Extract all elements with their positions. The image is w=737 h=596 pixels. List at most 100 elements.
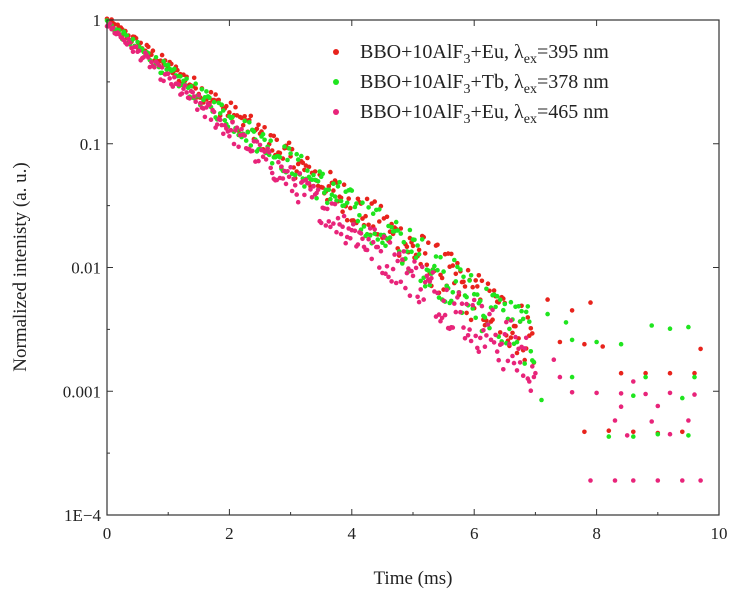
data-point xyxy=(456,290,462,295)
data-point xyxy=(410,273,416,279)
data-point xyxy=(152,65,157,70)
y-tick-label: 1E−4 xyxy=(64,506,101,525)
data-point xyxy=(396,251,402,256)
data-point xyxy=(182,83,188,88)
data-point xyxy=(530,331,535,336)
data-point xyxy=(332,194,338,199)
data-point xyxy=(618,404,624,410)
data-point xyxy=(338,195,344,201)
data-point xyxy=(292,183,298,188)
data-point xyxy=(326,187,332,193)
data-point xyxy=(338,198,344,204)
data-point xyxy=(288,151,293,156)
data-point xyxy=(427,282,433,288)
data-point xyxy=(478,335,483,341)
data-point xyxy=(384,264,390,269)
data-point xyxy=(344,200,350,206)
data-point xyxy=(522,361,527,366)
data-point xyxy=(159,52,165,58)
data-point xyxy=(286,140,292,146)
data-point xyxy=(292,172,298,178)
data-point xyxy=(514,368,520,373)
data-point xyxy=(508,299,514,305)
data-point xyxy=(491,340,497,345)
data-point xyxy=(416,299,422,305)
data-point xyxy=(631,393,636,399)
data-point xyxy=(582,341,587,347)
data-point xyxy=(485,281,491,287)
data-point xyxy=(389,224,394,230)
data-point xyxy=(179,91,185,96)
data-point xyxy=(170,84,176,89)
data-point xyxy=(334,229,339,235)
data-point xyxy=(326,219,332,224)
data-point xyxy=(297,171,303,176)
data-point xyxy=(196,93,202,98)
data-point xyxy=(364,196,370,202)
data-point xyxy=(357,213,362,218)
data-point xyxy=(380,240,385,245)
data-point xyxy=(305,155,310,161)
data-point xyxy=(531,359,537,365)
data-point xyxy=(455,264,460,270)
data-point xyxy=(520,373,526,379)
data-point xyxy=(475,292,480,297)
data-point xyxy=(224,103,229,109)
data-point xyxy=(400,257,405,262)
data-point xyxy=(507,326,512,332)
data-point xyxy=(262,137,267,143)
data-point xyxy=(367,233,373,238)
data-point xyxy=(308,187,313,192)
data-point xyxy=(236,144,241,150)
data-point xyxy=(230,120,235,125)
data-point xyxy=(248,143,254,148)
data-point xyxy=(375,244,381,250)
data-point xyxy=(295,157,301,162)
data-point xyxy=(409,268,414,274)
data-point xyxy=(279,164,284,170)
data-point xyxy=(698,478,703,483)
data-point xyxy=(372,231,378,236)
data-points xyxy=(104,16,703,483)
data-point xyxy=(606,428,612,434)
data-point xyxy=(511,360,517,366)
data-point xyxy=(383,271,388,277)
data-point xyxy=(254,126,260,132)
data-point xyxy=(126,36,131,42)
data-point xyxy=(222,118,228,123)
data-point xyxy=(398,279,404,285)
data-point xyxy=(478,298,483,304)
data-point xyxy=(413,255,419,260)
data-point xyxy=(167,76,172,81)
data-point xyxy=(383,243,388,249)
data-point xyxy=(490,307,495,313)
data-point xyxy=(318,220,324,226)
data-point xyxy=(341,213,347,219)
data-point xyxy=(465,267,471,273)
data-point xyxy=(432,263,437,269)
data-point xyxy=(161,78,166,84)
data-point xyxy=(369,256,375,262)
data-point xyxy=(320,171,326,177)
data-point xyxy=(422,284,428,289)
data-point xyxy=(481,328,486,333)
data-point xyxy=(352,204,358,210)
data-point xyxy=(305,168,310,173)
data-point xyxy=(464,294,469,300)
data-point xyxy=(594,339,599,345)
data-point xyxy=(588,478,593,483)
data-point xyxy=(505,358,511,364)
data-point xyxy=(473,278,479,283)
data-point xyxy=(401,249,407,254)
data-point xyxy=(367,226,373,231)
data-point xyxy=(488,337,494,343)
data-point xyxy=(426,268,431,273)
data-point xyxy=(461,279,466,285)
data-point xyxy=(341,182,347,187)
data-point xyxy=(361,224,367,229)
data-point xyxy=(375,237,381,242)
data-point xyxy=(539,397,544,403)
data-point xyxy=(165,71,171,77)
data-point xyxy=(407,293,413,299)
data-point xyxy=(464,310,469,316)
